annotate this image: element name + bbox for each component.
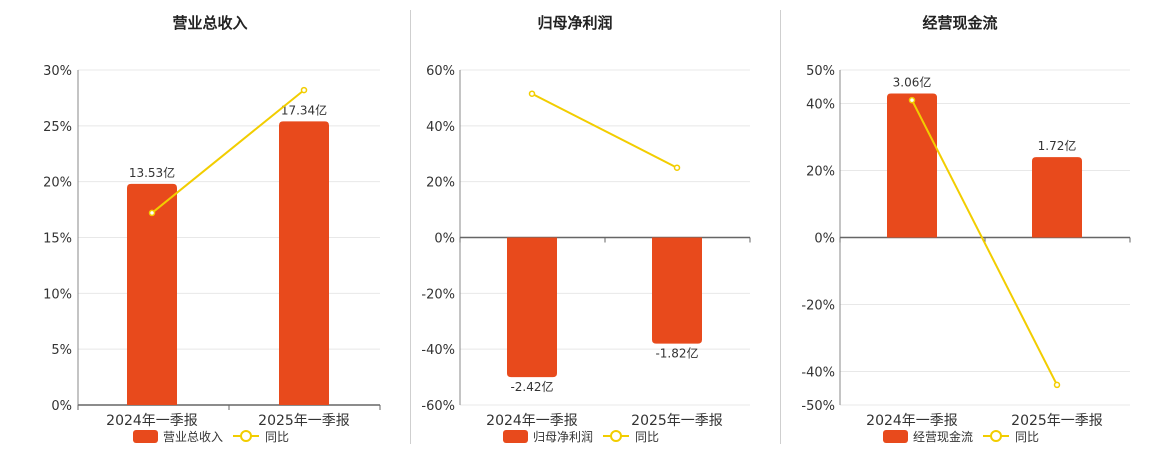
chart1-xtick-label: 2024年一季报 <box>106 413 198 429</box>
chart3-ytick-label: -50% <box>801 399 835 414</box>
chart2-ytick-label: -40% <box>421 343 455 358</box>
chart3-ytick-label: 40% <box>806 98 835 113</box>
chart3-ytick-label: 20% <box>806 165 835 180</box>
chart3-yoy-line <box>911 99 1058 386</box>
chart2-yoy-line <box>531 92 678 169</box>
chart3-xtick-label: 2024年一季报 <box>866 413 958 429</box>
chart1-bar <box>279 121 329 405</box>
chart2-title: 归母净利润 <box>537 14 612 32</box>
chart3-xtick-label: 2025年一季报 <box>1011 413 1103 429</box>
chart1-ytick-label: 30% <box>43 64 72 79</box>
chart3-bar-label: 3.06亿 <box>893 74 932 89</box>
chart3-legend-line-label: 同比 <box>1015 430 1039 444</box>
chart1-title: 营业总收入 <box>172 14 247 32</box>
chart3-legend-line-marker <box>990 430 1002 442</box>
chart2-bar <box>652 237 702 344</box>
chart3-ytick-label: 0% <box>814 232 835 247</box>
chart2-legend-bar-swatch <box>503 430 528 443</box>
chart2-ytick-label: -60% <box>421 399 455 414</box>
chart2-legend-bar-label: 归母净利润 <box>533 430 593 444</box>
panel-divider-1 <box>410 10 411 444</box>
chart3-legend-bar-label: 经营现金流 <box>913 429 973 444</box>
chart1-xtick-label: 2025年一季报 <box>258 413 350 429</box>
chart2-bar-label: -1.82亿 <box>655 346 698 361</box>
chart3-ytick-label: -20% <box>801 299 835 314</box>
chart3-yoy-point <box>1053 381 1061 389</box>
chart3-bar <box>1032 157 1082 238</box>
chart1-legend-bar-swatch <box>133 430 158 443</box>
chart1-ytick-label: 10% <box>43 287 72 302</box>
chart2-ytick-label: 40% <box>426 120 455 135</box>
chart2-bar-label: -2.42亿 <box>510 379 553 394</box>
chart3-ytick-label: -40% <box>801 366 835 381</box>
chart1-ytick-label: 15% <box>43 232 72 247</box>
chart3-bar-label: 1.72亿 <box>1038 138 1077 153</box>
chart3-ytick-label: 50% <box>806 64 835 79</box>
chart1-legend-line-marker <box>240 430 252 442</box>
chart1-legend-bar-label: 营业总收入 <box>163 430 223 444</box>
chart2-legend-line-label: 同比 <box>635 430 659 444</box>
chart2-ytick-label: 20% <box>426 176 455 191</box>
chart3-legend-bar-swatch <box>883 430 908 443</box>
chart1-yoy-point <box>300 86 308 94</box>
chart2-yoy-point <box>528 90 536 97</box>
chart1-legend-line-label: 同比 <box>265 430 289 444</box>
panel-divider-2 <box>780 10 781 444</box>
chart2-ytick-label: -20% <box>421 287 455 302</box>
chart1-bar-label: 17.34亿 <box>281 102 327 117</box>
chart3-title: 经营现金流 <box>922 14 997 32</box>
chart2-ytick-label: 60% <box>426 64 455 79</box>
chart2-xtick-label: 2024年一季报 <box>486 413 578 429</box>
chart1-bar <box>127 183 177 405</box>
chart1-yoy-point <box>148 209 156 217</box>
chart2-ytick-label: 0% <box>434 232 455 247</box>
chart1-ytick-label: 0% <box>51 399 72 414</box>
chart1-ytick-label: 5% <box>51 343 72 358</box>
chart2-yoy-point <box>673 164 681 171</box>
chart1-yoy-line <box>151 89 305 214</box>
chart1-ytick-label: 20% <box>43 176 72 191</box>
chart3-bar <box>887 93 937 238</box>
chart2-bar <box>507 237 557 378</box>
chart1-ytick-label: 25% <box>43 120 72 135</box>
chart2-legend-line-marker <box>610 430 622 442</box>
chart2-xtick-label: 2025年一季报 <box>631 413 723 429</box>
chart3-yoy-point <box>908 96 916 104</box>
chart1-bar-label: 13.53亿 <box>129 165 175 180</box>
